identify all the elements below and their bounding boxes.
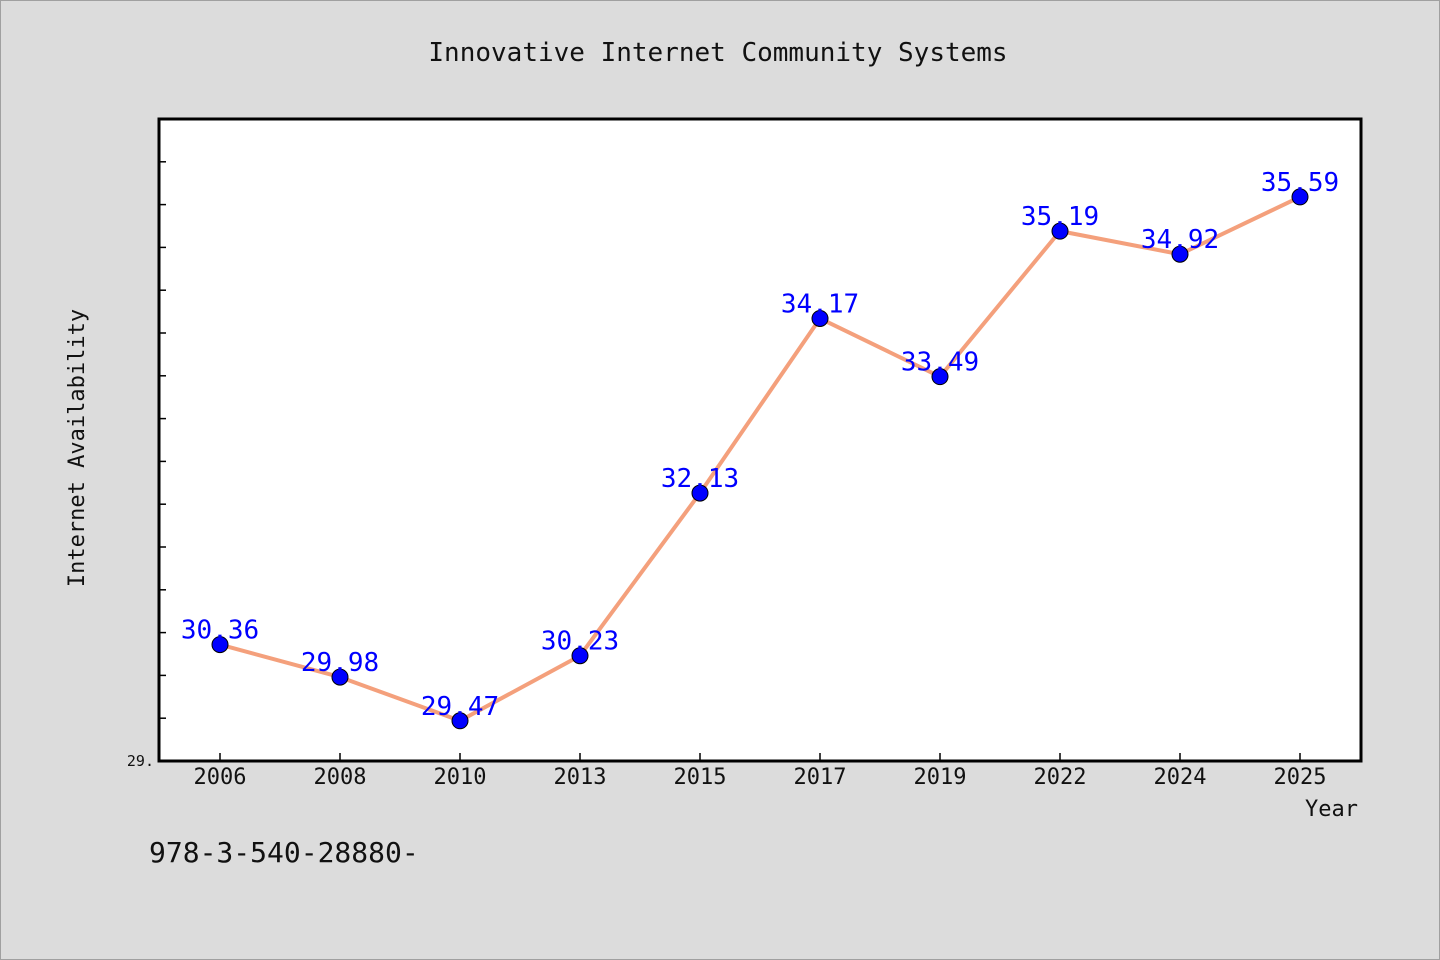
series-line: [219, 195, 1301, 723]
data-label: 33.49: [901, 348, 979, 378]
data-label: 30.36: [181, 616, 259, 646]
chart-title: Innovative Internet Community Systems: [428, 38, 1007, 68]
data-label: 34.17: [781, 289, 859, 319]
data-point: [331, 668, 349, 686]
data-label: 30.23: [541, 627, 619, 657]
x-tick-label: 2024: [1154, 765, 1207, 790]
data-point: [1291, 188, 1309, 206]
data-point: [571, 647, 589, 665]
x-tick-label: 2015: [674, 765, 727, 790]
data-label: 29.47: [421, 692, 499, 722]
data-label: 29.98: [301, 648, 379, 678]
data-point: [211, 636, 229, 654]
isbn-text: 978-3-540-28880-: [149, 836, 419, 869]
data-point: [691, 484, 709, 502]
data-label: 35.19: [1021, 202, 1099, 232]
y-tick-label: 29.: [127, 752, 154, 770]
x-tick-label: 2006: [194, 765, 247, 790]
x-tick-label: 2019: [914, 765, 967, 790]
data-label: 35.59: [1261, 168, 1339, 198]
data-point: [931, 368, 949, 386]
plot-border: [157, 117, 1363, 763]
x-tick-label: 2008: [314, 765, 367, 790]
x-tick-label: 2017: [794, 765, 847, 790]
data-labels: 30.36 29.98 29.47 30.23 32.13 34.17 33.49 35.19…: [181, 168, 1339, 722]
x-tick-label: 2022: [1034, 765, 1087, 790]
data-point: [811, 309, 829, 327]
data-label: 34.92: [1141, 225, 1219, 255]
plot-area: [159, 119, 1361, 761]
x-axis-ticks: 2006 2008 2010 2013 2015 2017 2019 2022 2024 2025: [194, 753, 1327, 790]
series-markers: [211, 188, 1309, 730]
x-tick-label: 2013: [554, 765, 607, 790]
x-tick-label: 2025: [1274, 765, 1327, 790]
data-label: 32.13: [661, 464, 739, 494]
data-point: [1171, 245, 1189, 263]
y-axis-label: Internet Availability: [65, 309, 90, 587]
data-point: [451, 712, 469, 730]
data-point: [1051, 222, 1069, 240]
x-tick-label: 2010: [434, 765, 487, 790]
x-axis-label: Year: [1305, 797, 1358, 822]
